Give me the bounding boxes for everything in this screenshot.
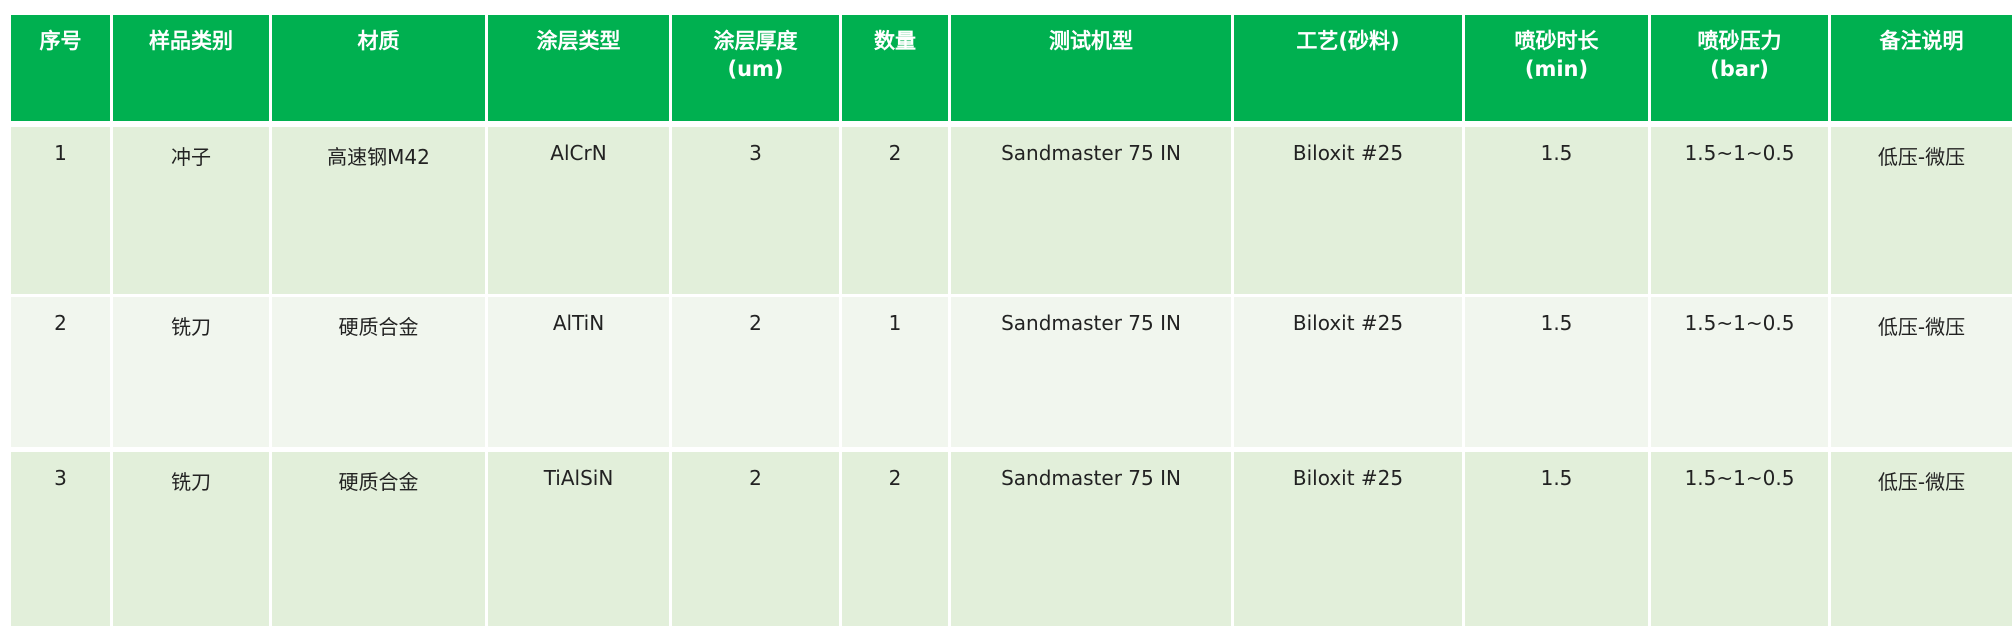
cell-material: 高速钢M42	[272, 127, 485, 294]
cell-coating-thickness: 2	[672, 447, 839, 626]
cell-test-machine: Sandmaster 75 IN	[951, 447, 1231, 626]
cell-test-machine: Sandmaster 75 IN	[951, 294, 1231, 447]
cell-index: 3	[11, 447, 110, 626]
cell-process-abrasive: Biloxit #25	[1234, 294, 1462, 447]
cell-blast-duration: 1.5	[1465, 447, 1648, 626]
header-label: 样品类别	[149, 29, 233, 53]
cell-quantity: 2	[842, 447, 948, 626]
header-quantity: 数量	[842, 15, 948, 121]
spacer	[672, 121, 839, 127]
cell-sample-type: 冲子	[113, 127, 269, 294]
table-row: 1 冲子 高速钢M42 AlCrN 3 2 Sandmaster 75 IN Biloxit …	[11, 127, 2012, 294]
header-test-machine: 测试机型	[951, 15, 1231, 121]
cell-material: 硬质合金	[272, 447, 485, 626]
cell-remarks: 低压-微压	[1831, 127, 2012, 294]
cell-index: 1	[11, 127, 110, 294]
spacer	[11, 121, 110, 127]
header-unit: (um)	[727, 57, 784, 81]
cell-test-machine: Sandmaster 75 IN	[951, 127, 1231, 294]
cell-process-abrasive: Biloxit #25	[1234, 447, 1462, 626]
cell-remarks: 低压-微压	[1831, 447, 2012, 626]
header-label: 备注说明	[1879, 29, 1964, 53]
spacer	[951, 121, 1231, 127]
cell-quantity: 2	[842, 127, 948, 294]
header-label: 序号	[39, 29, 82, 53]
spacer	[1234, 121, 1462, 127]
cell-remarks: 低压-微压	[1831, 294, 2012, 447]
spacer	[1651, 121, 1828, 127]
header-process-abrasive: 工艺(砂料)	[1234, 15, 1462, 121]
spacer	[1831, 121, 2012, 127]
cell-index: 2	[11, 294, 110, 447]
header-label: 喷砂压力	[1697, 29, 1782, 53]
cell-sample-type: 铣刀	[113, 447, 269, 626]
header-sample-type: 样品类别	[113, 15, 269, 121]
spacer-row	[11, 121, 2012, 127]
table-row: 2 铣刀 硬质合金 AlTiN 2 1 Sandmaster 75 IN Biloxit #2…	[11, 294, 2012, 447]
header-label: 涂层类型	[536, 29, 621, 53]
header-label: 涂层厚度	[713, 29, 798, 53]
cell-coating-type: TiAlSiN	[488, 447, 669, 626]
header-blast-pressure: 喷砂压力 (bar)	[1651, 15, 1828, 121]
cell-blast-pressure: 1.5~1~0.5	[1651, 294, 1828, 447]
cell-material: 硬质合金	[272, 294, 485, 447]
cell-blast-duration: 1.5	[1465, 127, 1648, 294]
cell-quantity: 1	[842, 294, 948, 447]
spacer	[1465, 121, 1648, 127]
header-label: 工艺(砂料)	[1296, 29, 1400, 53]
header-label: 数量	[874, 29, 916, 53]
cell-coating-type: AlCrN	[488, 127, 669, 294]
cell-coating-type: AlTiN	[488, 294, 669, 447]
header-blast-duration: 喷砂时长 (min)	[1465, 15, 1648, 121]
spacer	[272, 121, 485, 127]
header-label: 材质	[357, 29, 400, 53]
cell-blast-duration: 1.5	[1465, 294, 1648, 447]
header-coating-type: 涂层类型	[488, 15, 669, 121]
cell-sample-type: 铣刀	[113, 294, 269, 447]
header-coating-thickness: 涂层厚度 (um)	[672, 15, 839, 121]
header-row: 序号 样品类别 材质 涂层类型 涂层厚度 (um) 数量 测试机型 工艺(砂料) 喷砂时长 (min…	[11, 15, 2012, 121]
header-label: 测试机型	[1049, 29, 1133, 53]
header-unit: (bar)	[1710, 57, 1769, 81]
spacer	[842, 121, 948, 127]
spacer	[113, 121, 269, 127]
cell-blast-pressure: 1.5~1~0.5	[1651, 127, 1828, 294]
cell-coating-thickness: 2	[672, 294, 839, 447]
header-index: 序号	[11, 15, 110, 121]
cell-coating-thickness: 3	[672, 127, 839, 294]
spacer	[488, 121, 669, 127]
header-remarks: 备注说明	[1831, 15, 2012, 121]
cell-blast-pressure: 1.5~1~0.5	[1651, 447, 1828, 626]
header-unit: (min)	[1524, 57, 1589, 81]
cell-process-abrasive: Biloxit #25	[1234, 127, 1462, 294]
header-material: 材质	[272, 15, 485, 121]
sample-table: 序号 样品类别 材质 涂层类型 涂层厚度 (um) 数量 测试机型 工艺(砂料) 喷砂时长 (min…	[8, 15, 2015, 626]
table-row: 3 铣刀 硬质合金 TiAlSiN 2 2 Sandmaster 75 IN Biloxit …	[11, 447, 2012, 626]
header-label: 喷砂时长	[1514, 29, 1599, 53]
